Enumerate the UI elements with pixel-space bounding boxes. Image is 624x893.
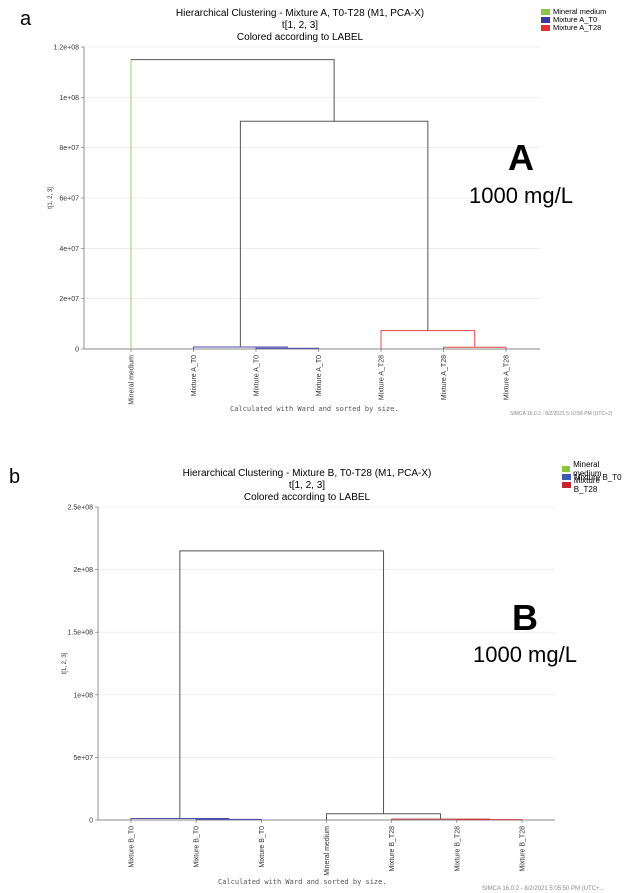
y-tick-label: 1e+08 bbox=[59, 95, 79, 102]
y-tick-label: 2e+08 bbox=[73, 567, 93, 574]
panel-letter: b bbox=[9, 466, 21, 488]
y-tick-label: 0 bbox=[89, 818, 93, 825]
panel-letter: a bbox=[20, 8, 32, 30]
dendrogram-link bbox=[195, 818, 262, 820]
legend-swatch bbox=[541, 9, 550, 15]
concentration-label: 1000 mg/L bbox=[473, 642, 577, 667]
legend-item: Mineral medium bbox=[541, 8, 606, 16]
legend-swatch bbox=[541, 17, 550, 23]
legend-label: Mineral medium bbox=[573, 460, 602, 478]
legend-item: Mixture A_T28 bbox=[541, 24, 606, 32]
y-axis-label: t[1, 2, 3] bbox=[62, 652, 68, 674]
y-tick-label: 1.5e+08 bbox=[68, 630, 94, 637]
chart-title: Hierarchical Clustering - Mixture B, T0-… bbox=[157, 468, 457, 504]
leaf-label: Mixture B_T0 bbox=[259, 826, 266, 868]
chart-title-line1: Hierarchical Clustering - Mixture A, T0-… bbox=[175, 8, 425, 19]
legend-swatch bbox=[562, 474, 571, 480]
leaf-label: Mixture A_T0 bbox=[191, 355, 198, 396]
dendrogram-link bbox=[130, 59, 335, 349]
leaf-label: Mixture B_T28 bbox=[389, 826, 396, 872]
big-letter-label: B bbox=[512, 597, 538, 638]
leaf-label: Mixture B_T0 bbox=[129, 826, 136, 868]
dendrogram-plot: 0 2e+07 4e+07 6e+07 8e+07 1e+08 1.2e+08 t[1, 2,… bbox=[48, 45, 540, 405]
big-letter-label: A bbox=[508, 137, 534, 178]
chart-title-line2: t[1, 2, 3] bbox=[281, 20, 319, 31]
y-tick-label: 5e+07 bbox=[73, 755, 93, 762]
leaf-label: Mineral medium bbox=[129, 355, 136, 405]
legend-swatch bbox=[562, 466, 571, 472]
y-tick-label: 1e+08 bbox=[73, 692, 93, 699]
legend-swatch bbox=[541, 25, 550, 31]
y-axis-label: t[1, 2, 3] bbox=[48, 187, 54, 209]
y-tick-label: 2e+07 bbox=[59, 296, 79, 303]
dendrogram-panel-a: a Hierarchical Clustering - Mixture A, T… bbox=[0, 0, 624, 440]
legend: Mineral medium Mixture A_T0 Mixture A_T28 bbox=[541, 8, 606, 32]
leaf-label: Mixture A_T28 bbox=[379, 355, 386, 400]
legend-item: Mineral medium bbox=[562, 460, 624, 478]
leaf-label: Mineral medium bbox=[324, 826, 331, 876]
legend-item: Mixture B_T28 bbox=[562, 476, 624, 494]
legend: Mineral medium Mixture B_T0 Mixture B_T28 bbox=[562, 460, 624, 494]
legend-swatch bbox=[562, 482, 571, 488]
chart-title-line3: Colored according to LABEL bbox=[236, 32, 364, 43]
y-tick-label: 8e+07 bbox=[59, 145, 79, 152]
legend-label: Mixture B_T28 bbox=[573, 476, 600, 494]
y-tick-label: 0 bbox=[75, 347, 79, 354]
leaf-label: Mixture A_T0 bbox=[254, 355, 261, 396]
method-footnote: Calculated with Ward and sorted by size. bbox=[230, 405, 399, 413]
legend-label: Mineral medium bbox=[553, 7, 607, 16]
chart-title: Hierarchical Clustering - Mixture A, T0-… bbox=[150, 8, 450, 44]
dendrogram-plot: 0 5e+07 1e+08 1.5e+08 2e+08 2.5e+08 t[1, 2, 3]… bbox=[62, 505, 555, 876]
software-stamp: SIMCA 16.0.2 - 8/2/2021 5:10:56 PM (UTC+… bbox=[510, 411, 613, 417]
dendrogram-link bbox=[239, 120, 429, 347]
leaf-label: Mixture B_T28 bbox=[454, 826, 461, 872]
y-tick-label: 2.5e+08 bbox=[68, 505, 94, 512]
leaf-label: Mixture A_T0 bbox=[316, 355, 323, 396]
legend-item: Mixture B_T0 bbox=[562, 472, 624, 482]
y-tick-label: 4e+07 bbox=[59, 246, 79, 253]
leaf-label: Mixture B_T0 bbox=[194, 826, 201, 868]
leaf-label: Mixture A_T28 bbox=[441, 355, 448, 400]
chart-title-line1: Hierarchical Clustering - Mixture B, T0-… bbox=[182, 468, 432, 479]
y-tick-label: 1.2e+08 bbox=[54, 45, 80, 52]
concentration-label: 1000 mg/L bbox=[469, 183, 573, 208]
legend-item: Mixture A_T0 bbox=[541, 16, 606, 24]
leaf-label: Mixture B_T28 bbox=[520, 826, 527, 872]
dendrogram-link bbox=[380, 330, 476, 349]
dendrogram-panel-b: b Hierarchical Clustering - Mixture B, T… bbox=[0, 450, 624, 893]
legend-label: Mixture A_T0 bbox=[553, 15, 598, 24]
chart-title-line2: t[1, 2, 3] bbox=[288, 480, 326, 491]
legend-label: Mixture B_T0 bbox=[574, 472, 622, 482]
leaf-label: Mixture A_T28 bbox=[504, 355, 511, 400]
chart-title-line3: Colored according to LABEL bbox=[243, 492, 371, 503]
y-tick-label: 6e+07 bbox=[59, 196, 79, 203]
method-footnote: Calculated with Ward and sorted by size. bbox=[218, 878, 387, 886]
legend-label: Mixture A_T28 bbox=[553, 23, 602, 32]
software-stamp: SIMCA 16.0.2 - 8/2/2021 5:05:50 PM (UTC+… bbox=[482, 886, 605, 892]
dendrogram-link bbox=[179, 550, 385, 819]
